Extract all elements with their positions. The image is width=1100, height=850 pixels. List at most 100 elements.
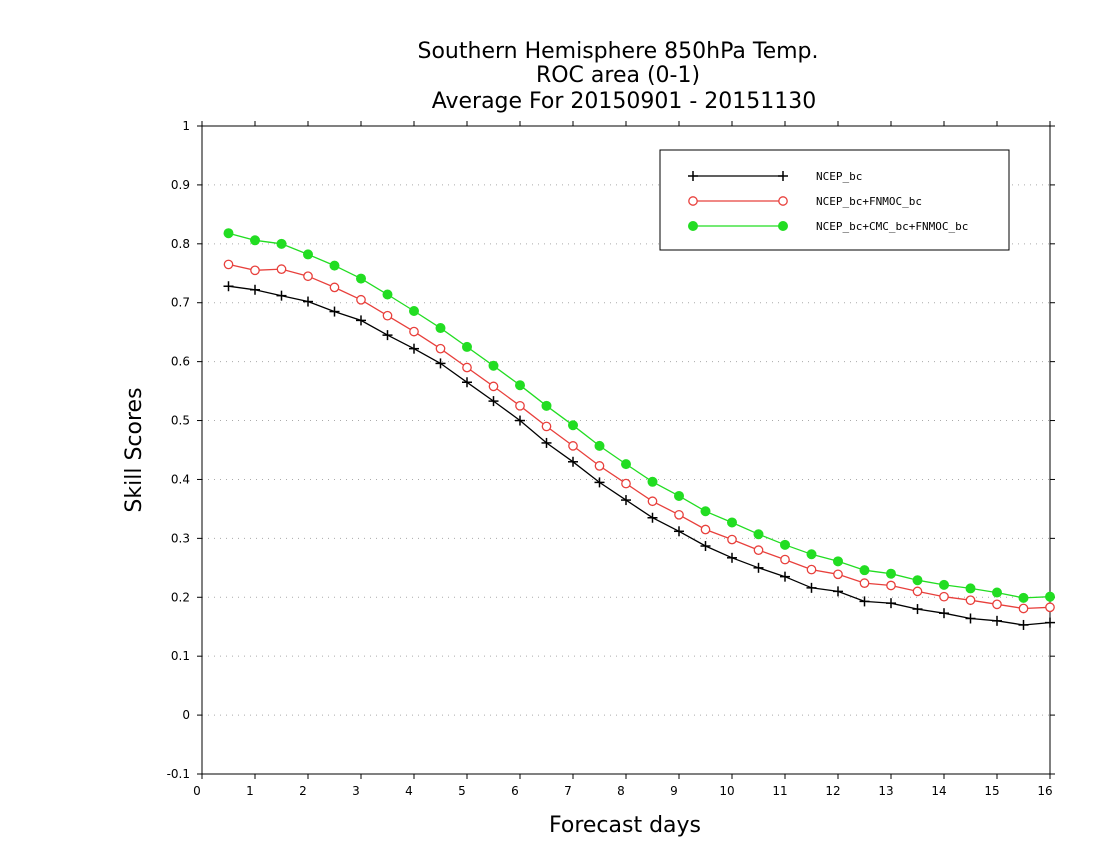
data-point <box>886 598 896 609</box>
data-point <box>806 582 817 593</box>
x-tick-label: 1 <box>246 784 254 798</box>
legend-box <box>659 149 1010 251</box>
data-point <box>780 539 790 550</box>
series-line <box>228 232 1051 599</box>
data-point <box>939 591 949 602</box>
data-point <box>462 341 472 352</box>
data-point <box>223 259 234 270</box>
data-point <box>435 343 446 354</box>
data-point <box>806 549 817 560</box>
data-point <box>409 343 419 354</box>
data-point <box>647 512 658 523</box>
y-tick-label: 1 <box>182 119 190 133</box>
x-tick-label: 5 <box>458 784 466 798</box>
data-point <box>382 289 393 300</box>
chart-title-line-1: Southern Hemisphere 850hPa Temp. <box>418 39 819 64</box>
data-point <box>409 305 419 316</box>
x-tick-label: 2 <box>299 784 307 798</box>
legend-marker <box>688 196 698 206</box>
data-point <box>780 554 790 565</box>
x-tick-label: 4 <box>405 784 413 798</box>
data-point <box>674 509 684 520</box>
y-axis-label: Skill Scores <box>122 387 147 512</box>
legend-entry-0: NCEP_bc <box>688 170 862 183</box>
data-point <box>859 578 870 588</box>
legend-marker <box>778 196 788 206</box>
data-point <box>515 400 525 411</box>
data-point <box>515 380 525 391</box>
data-point <box>753 529 764 540</box>
legend-entry-2: NCEP_bc+CMC_bc+FNMOC_bc <box>688 220 968 233</box>
data-point <box>223 228 234 239</box>
legend-marker <box>688 171 698 181</box>
data-point <box>303 296 313 307</box>
data-point <box>833 569 843 580</box>
data-point <box>488 396 499 407</box>
data-point <box>912 586 923 597</box>
data-point <box>700 506 711 517</box>
data-point <box>965 583 976 594</box>
data-point <box>515 415 525 426</box>
legend-marker <box>778 221 788 231</box>
x-tick-label: 7 <box>564 784 572 798</box>
data-point <box>356 315 366 326</box>
data-point <box>594 461 605 471</box>
x-tick-label: 10 <box>719 784 734 798</box>
data-point <box>329 282 340 293</box>
x-tick-label: 8 <box>617 784 625 798</box>
data-point <box>382 310 393 321</box>
x-tick-label: 11 <box>772 784 787 798</box>
y-tick-label: 0.1 <box>171 649 190 663</box>
x-tick-label: 9 <box>670 784 678 798</box>
data-point <box>939 608 949 619</box>
x-tick-label: 15 <box>984 784 999 798</box>
data-point <box>594 477 605 488</box>
chart-title-line-3: Average For 20150901 - 20151130 <box>432 89 817 114</box>
y-tick-label: 0.7 <box>171 296 190 310</box>
y-tick-label: 0.4 <box>171 472 190 486</box>
x-axis-label: Forecast days <box>549 813 701 838</box>
x-tick-label: 14 <box>931 784 946 798</box>
data-point <box>250 235 260 246</box>
series-line <box>228 285 1051 626</box>
data-point <box>833 556 843 567</box>
data-point <box>356 294 366 305</box>
gridlines <box>202 184 1050 716</box>
data-point <box>541 437 552 448</box>
data-point <box>647 476 658 487</box>
data-point <box>223 281 234 292</box>
data-point <box>276 238 287 249</box>
data-point <box>939 579 949 590</box>
data-point <box>250 265 260 276</box>
legend-marker <box>688 221 698 231</box>
data-point <box>674 526 684 537</box>
data-point <box>276 290 287 301</box>
y-tick-label: 0.6 <box>171 355 190 369</box>
data-point <box>859 596 870 607</box>
data-point <box>753 545 764 555</box>
x-tick-label: 13 <box>878 784 893 798</box>
data-point <box>965 595 976 606</box>
x-axis-ticks: 0 1 2 3 4 5 6 7 8 9 10 11 12 13 14 15 16 <box>193 121 1053 798</box>
y-tick-label: -0.1 <box>167 767 190 781</box>
data-point <box>727 552 737 563</box>
data-point <box>329 260 340 271</box>
x-tick-label: 3 <box>352 784 360 798</box>
y-tick-label: 0.5 <box>171 414 190 428</box>
series-2 <box>223 228 1055 603</box>
data-point <box>462 377 472 388</box>
data-point <box>568 420 578 431</box>
data-point <box>1018 619 1029 630</box>
data-point <box>382 330 393 341</box>
data-point <box>1045 591 1055 602</box>
legend: NCEP_bc NCEP_bc+FNMOC_bc NCEP_bc+CMC_bc+FN… <box>659 149 1010 251</box>
x-tick-label: 0 <box>193 784 201 798</box>
data-point <box>912 604 923 615</box>
legend-label: NCEP_bc+FNMOC_bc <box>816 195 922 208</box>
data-point <box>276 264 287 274</box>
data-point <box>886 580 896 591</box>
data-point <box>1045 602 1055 613</box>
data-point <box>859 565 870 576</box>
x-tick-label: 12 <box>825 784 840 798</box>
